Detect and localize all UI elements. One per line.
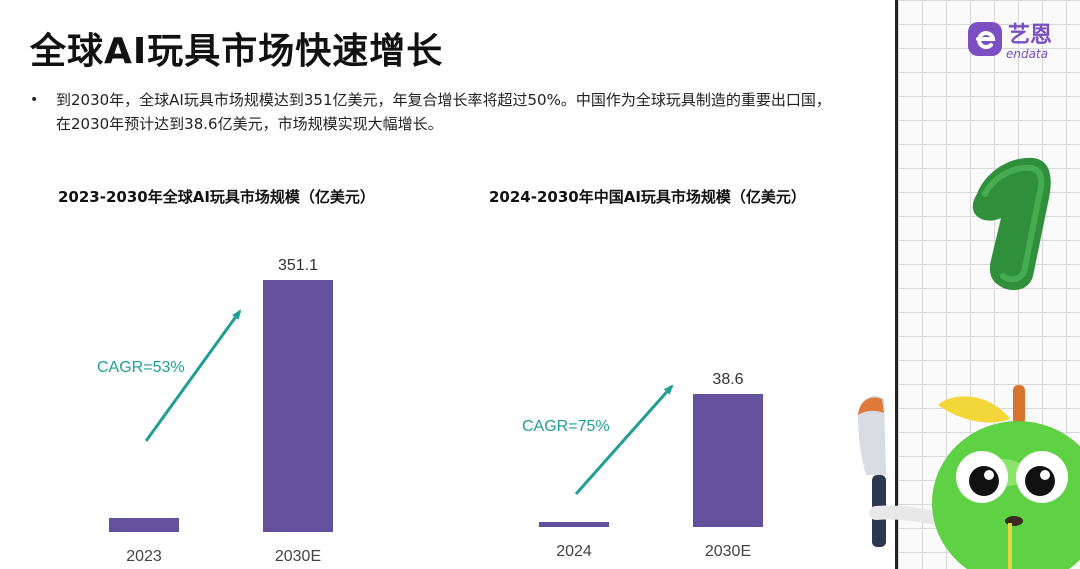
china-category-label-2030E: 2030E [705, 543, 751, 560]
global-market-bar-chart: 2023 351.1 2030E CAGR=53% [97, 257, 333, 565]
brand-sub: endata [1006, 47, 1048, 60]
global-category-label-2030E: 2030E [275, 548, 321, 565]
china-bar-2030E [693, 394, 763, 527]
bullet-marker: • [30, 92, 39, 108]
global-chart-title: 2023-2030年全球AI玩具市场规模（亿美元） [58, 188, 375, 206]
china-market-bar-chart: 2024 38.6 2030E CAGR=75% [522, 371, 763, 560]
green-apple-mascot-icon [858, 385, 1080, 569]
china-cagr-annotation: CAGR=75% [522, 418, 610, 435]
china-chart-title: 2024-2030年中国AI玩具市场规模（亿美元） [489, 188, 806, 206]
china-cagr-arrow [574, 384, 674, 495]
summary-bullet: • 到2030年，全球AI玩具市场规模达到351亿美元，年复合增长率将超过50%… [30, 88, 872, 136]
bullet-text-line-1: 到2030年，全球AI玩具市场规模达到351亿美元，年复合增长率将超过50%。中… [56, 91, 831, 109]
bullet-text-line-2: 在2030年预计达到38.6亿美元，市场规模实现大幅增长。 [56, 115, 443, 133]
china-bar-2024 [539, 522, 609, 527]
china-category-label-2024: 2024 [556, 543, 592, 560]
page-title: 全球AI玩具市场快速增长 [30, 31, 444, 72]
global-cagr-arrow [144, 309, 242, 442]
global-cagr-annotation: CAGR=53% [97, 359, 185, 376]
global-bar-2030E [263, 280, 333, 532]
brand-logo: 艺恩 endata [966, 14, 1076, 65]
endata-logo-icon [968, 22, 1002, 56]
green-number-one-icon [972, 157, 1051, 291]
global-value-label-2030E: 351.1 [278, 257, 318, 274]
global-category-label-2023: 2023 [126, 548, 162, 565]
china-value-label-2030E: 38.6 [712, 371, 743, 388]
global-bar-2023 [109, 518, 179, 532]
brand-name: 艺恩 [1008, 22, 1052, 48]
